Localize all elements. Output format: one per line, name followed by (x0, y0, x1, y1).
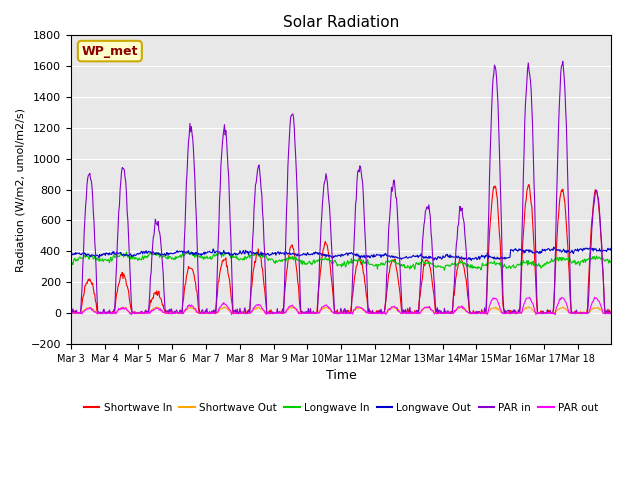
PAR in (397, 293, 405, 299)
PAR out (230, 311, 238, 316)
PAR out (591, 294, 598, 300)
PAR out (67, 310, 75, 315)
Shortwave Out (67, 310, 75, 316)
PAR in (230, 308, 238, 313)
Longwave In (230, 254, 238, 260)
Shortwave In (230, 310, 238, 316)
Longwave In (257, 252, 265, 258)
Longwave Out (550, 244, 557, 250)
Shortwave Out (289, 304, 297, 310)
Line: Longwave Out: Longwave Out (71, 247, 611, 261)
Shortwave In (525, 181, 533, 187)
PAR out (607, 311, 615, 316)
Line: Longwave In: Longwave In (71, 252, 611, 270)
Text: WP_met: WP_met (81, 45, 138, 58)
Longwave Out (427, 254, 435, 260)
Longwave In (67, 258, 75, 264)
Shortwave Out (277, 310, 285, 316)
Shortwave In (67, 310, 75, 315)
PAR out (278, 310, 285, 316)
PAR in (67, 310, 75, 315)
Longwave In (397, 262, 405, 267)
Shortwave Out (257, 306, 264, 312)
Shortwave In (607, 308, 615, 313)
Longwave Out (607, 245, 615, 251)
Shortwave In (68, 310, 76, 316)
PAR in (131, 310, 139, 316)
Shortwave In (278, 309, 285, 315)
Shortwave Out (397, 310, 405, 316)
Longwave In (188, 249, 195, 254)
Shortwave In (397, 306, 405, 312)
Shortwave Out (428, 307, 436, 313)
PAR in (68, 310, 76, 316)
PAR out (131, 311, 139, 316)
Longwave Out (257, 252, 264, 257)
Longwave Out (67, 251, 75, 256)
Shortwave In (257, 255, 265, 261)
PAR out (257, 303, 265, 309)
PAR in (257, 187, 265, 192)
Longwave Out (397, 255, 404, 261)
Line: PAR in: PAR in (71, 61, 611, 313)
Line: Shortwave Out: Shortwave Out (71, 307, 611, 313)
Line: PAR out: PAR out (71, 297, 611, 315)
Shortwave Out (131, 310, 138, 316)
PAR in (278, 310, 285, 316)
Shortwave In (428, 275, 436, 281)
PAR in (607, 310, 615, 316)
Shortwave Out (230, 310, 237, 316)
X-axis label: Time: Time (326, 369, 356, 382)
Legend: Shortwave In, Shortwave Out, Longwave In, Longwave Out, PAR in, PAR out: Shortwave In, Shortwave Out, Longwave In… (79, 398, 603, 417)
Longwave Out (230, 252, 237, 257)
Longwave Out (467, 258, 475, 264)
Longwave Out (277, 250, 285, 256)
Longwave In (607, 258, 615, 264)
Title: Solar Radiation: Solar Radiation (283, 15, 399, 30)
Shortwave Out (607, 310, 615, 316)
PAR out (397, 310, 405, 316)
Longwave In (440, 267, 448, 273)
PAR out (428, 307, 436, 313)
Line: Shortwave In: Shortwave In (71, 184, 611, 313)
Y-axis label: Radiation (W/m2, umol/m2/s): Radiation (W/m2, umol/m2/s) (15, 108, 25, 272)
Shortwave In (131, 309, 139, 314)
PAR in (559, 59, 566, 64)
Longwave Out (131, 252, 138, 257)
PAR in (428, 236, 436, 242)
PAR out (127, 312, 135, 318)
Longwave In (428, 262, 436, 267)
Longwave In (131, 256, 138, 262)
Longwave In (278, 257, 285, 263)
